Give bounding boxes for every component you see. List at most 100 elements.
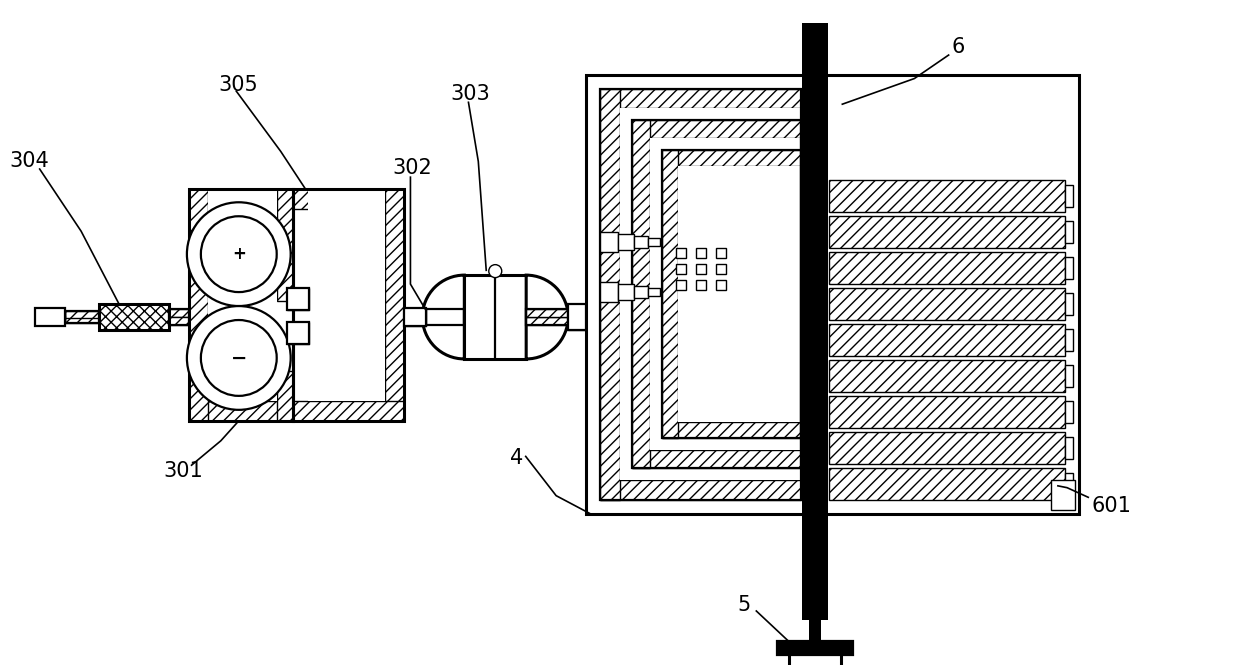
Text: 303: 303 [450,85,490,105]
Bar [649,288,660,296]
Bar [35,308,66,326]
Bar [632,121,801,139]
Bar [828,216,1065,248]
Wedge shape [423,275,464,359]
Bar [808,619,821,643]
Bar [1065,293,1073,315]
Bar [828,324,1065,356]
Bar [526,317,568,325]
Bar [1065,365,1073,387]
Bar [696,264,706,274]
Bar [293,401,404,421]
Bar [526,309,568,325]
Bar [828,252,1065,284]
Bar [293,189,404,209]
Bar [286,322,309,344]
Bar [600,480,801,500]
Text: 301: 301 [162,461,202,481]
Circle shape [187,202,290,306]
Circle shape [201,320,277,396]
Text: 601: 601 [1091,496,1131,515]
Bar [600,89,620,500]
Bar [404,308,427,326]
Bar [828,288,1065,320]
Bar [828,360,1065,392]
Bar [649,238,660,246]
Circle shape [187,306,290,410]
Bar [676,248,686,258]
Bar [188,189,293,421]
Bar [169,317,188,325]
Bar [1065,472,1073,495]
Bar [1052,480,1075,509]
Text: 305: 305 [218,75,259,95]
Bar [632,121,650,468]
Bar [286,322,309,344]
Circle shape [489,264,502,278]
Bar [427,317,464,325]
Circle shape [201,216,277,292]
Bar [600,232,618,252]
Bar [1065,329,1073,351]
Bar [188,401,294,421]
Bar [618,234,634,250]
Bar [1065,185,1073,208]
Bar [632,121,801,468]
Bar [1065,401,1073,423]
Bar [308,191,386,401]
Bar [828,396,1065,428]
Bar [188,189,208,421]
Bar [188,189,294,209]
Text: 304: 304 [9,151,50,171]
Bar [587,75,1079,513]
Bar [277,189,293,301]
Bar [464,275,526,359]
Bar [600,89,801,109]
Bar [600,89,801,500]
Bar [828,468,1065,500]
Bar [662,422,801,438]
Text: −: − [231,348,247,368]
Text: 302: 302 [393,159,433,178]
Bar [696,248,706,258]
Bar [386,189,404,421]
Bar [427,309,464,325]
Bar [99,304,169,330]
Bar [676,264,686,274]
Bar [662,151,678,438]
Bar [99,304,169,330]
Wedge shape [526,275,568,359]
Bar [169,309,188,317]
Bar [618,284,634,300]
Bar [1065,437,1073,459]
Text: 6: 6 [951,37,965,57]
Bar [620,109,801,480]
Bar [293,189,404,421]
Bar [35,310,66,317]
Bar [634,236,649,248]
Bar [66,311,99,318]
Bar [404,308,427,326]
Bar [801,23,827,621]
Bar [169,309,188,325]
Bar [650,139,801,450]
Bar [828,432,1065,464]
Bar [208,191,277,401]
Text: +: + [232,245,246,263]
Bar [66,311,99,323]
Bar [1065,257,1073,279]
Bar [828,180,1065,212]
Bar [715,248,725,258]
Bar [678,166,801,422]
Bar [427,309,464,317]
Bar [662,151,801,438]
Bar [715,264,725,274]
Bar [35,316,66,323]
Bar [286,288,309,310]
Bar [632,450,801,468]
Bar [662,151,801,166]
Bar [568,304,587,330]
Bar [776,641,853,655]
Bar [634,286,649,298]
Bar [600,282,618,302]
